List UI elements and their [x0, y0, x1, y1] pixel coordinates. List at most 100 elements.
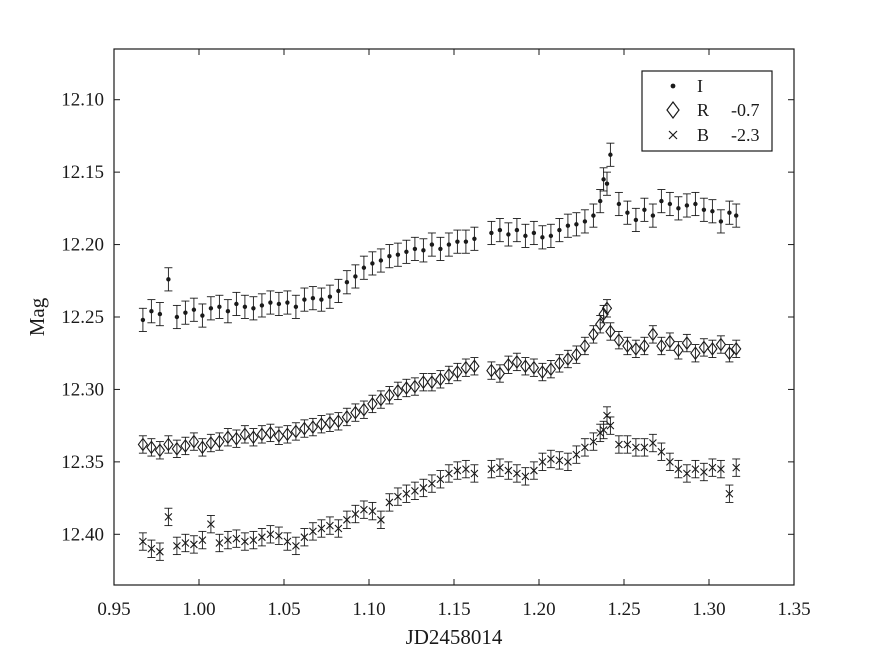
data-point-i — [140, 317, 146, 323]
data-point-i — [217, 304, 222, 310]
data-point-i — [183, 310, 188, 315]
data-point-b — [606, 421, 615, 430]
data-point-i — [734, 213, 739, 218]
data-point-r — [715, 337, 727, 352]
data-point-b — [309, 527, 317, 536]
series-i — [138, 142, 741, 332]
data-point-b — [181, 539, 190, 547]
data-point-b — [394, 492, 402, 501]
data-point-b — [436, 475, 445, 484]
data-point-i — [574, 222, 579, 227]
data-point-i — [608, 152, 613, 157]
data-point-i — [251, 306, 256, 311]
data-point-b — [538, 457, 547, 466]
y-tick-label: 12.15 — [61, 162, 104, 183]
data-point-r — [494, 366, 506, 381]
data-point-i — [259, 303, 265, 308]
data-point-b — [581, 443, 589, 452]
y-tick-label: 12.20 — [61, 235, 104, 256]
data-point-i — [370, 261, 375, 266]
x-tick-label: 1.10 — [352, 599, 385, 620]
data-point-r — [239, 427, 251, 442]
data-point-b — [411, 486, 419, 495]
data-point-b — [385, 498, 394, 507]
x-tick-label: 1.35 — [777, 599, 810, 620]
legend-box — [641, 70, 773, 152]
data-point-b — [224, 536, 232, 544]
data-point-r — [452, 365, 463, 379]
data-point-i — [353, 274, 358, 279]
data-point-r — [698, 340, 710, 355]
data-point-r — [588, 327, 599, 342]
data-point-b — [190, 540, 198, 549]
data-point-b — [258, 533, 266, 542]
data-point-b — [700, 468, 708, 476]
x-tick-label: 1.15 — [437, 599, 470, 620]
data-point-r — [163, 437, 174, 452]
data-point-i — [523, 233, 528, 239]
data-point-r — [375, 392, 387, 407]
data-point-r — [273, 428, 285, 443]
data-point-i — [310, 295, 316, 301]
data-point-b — [725, 489, 734, 498]
data-point-r — [639, 339, 650, 353]
data-point-b — [666, 457, 674, 466]
data-point-b — [564, 457, 572, 466]
data-point-r — [384, 388, 395, 403]
y-tick-label: 12.35 — [61, 452, 104, 473]
data-point-r — [545, 362, 557, 377]
data-point-r — [333, 414, 344, 429]
data-point-i — [601, 177, 606, 182]
data-point-b — [343, 515, 351, 524]
data-point-b — [649, 439, 657, 447]
data-point-b — [462, 465, 470, 473]
data-point-i — [395, 252, 401, 257]
data-point-b — [732, 463, 741, 472]
data-point-b — [292, 541, 300, 550]
data-point-b — [419, 484, 428, 492]
x-axis-title: JD2458014 — [406, 625, 503, 649]
data-point-i — [276, 301, 282, 307]
data-point-b — [428, 479, 436, 488]
data-point-i — [319, 297, 324, 302]
data-point-b — [555, 456, 564, 465]
data-point-i — [701, 207, 707, 212]
data-point-i — [293, 304, 299, 310]
data-point-r — [707, 341, 718, 356]
data-point-i — [361, 265, 367, 270]
data-point-r — [579, 339, 591, 353]
data-point-r — [282, 427, 293, 442]
data-point-b — [249, 536, 258, 544]
data-point-b — [530, 466, 538, 475]
series-b — [138, 406, 741, 561]
data-point-b — [513, 469, 521, 478]
data-point-b — [156, 547, 164, 556]
data-point-r — [180, 439, 191, 453]
data-point-r — [256, 427, 268, 442]
data-point-b — [139, 537, 147, 546]
data-point-r — [673, 343, 684, 358]
data-point-b — [599, 426, 608, 434]
data-point-i — [336, 288, 341, 294]
data-point-i — [598, 198, 603, 204]
data-point-i — [693, 201, 698, 207]
data-point-i — [582, 219, 588, 224]
data-point-b — [487, 465, 496, 473]
data-point-i — [200, 313, 205, 318]
data-point-i — [378, 258, 384, 263]
data-point-b — [360, 505, 368, 514]
data-point-r — [205, 436, 217, 450]
data-point-b — [589, 437, 598, 446]
data-point-b — [470, 469, 479, 478]
data-point-b — [198, 536, 207, 544]
data-point-r — [647, 327, 659, 342]
data-point-r — [392, 383, 404, 398]
data-point-i — [565, 223, 571, 228]
data-point-r — [537, 365, 548, 379]
data-point-i — [506, 232, 511, 237]
data-point-i — [633, 217, 639, 223]
data-point-b — [572, 450, 581, 459]
data-point-r — [554, 356, 565, 371]
data-point-r — [520, 359, 531, 374]
y-tick-label: 12.25 — [61, 307, 104, 328]
